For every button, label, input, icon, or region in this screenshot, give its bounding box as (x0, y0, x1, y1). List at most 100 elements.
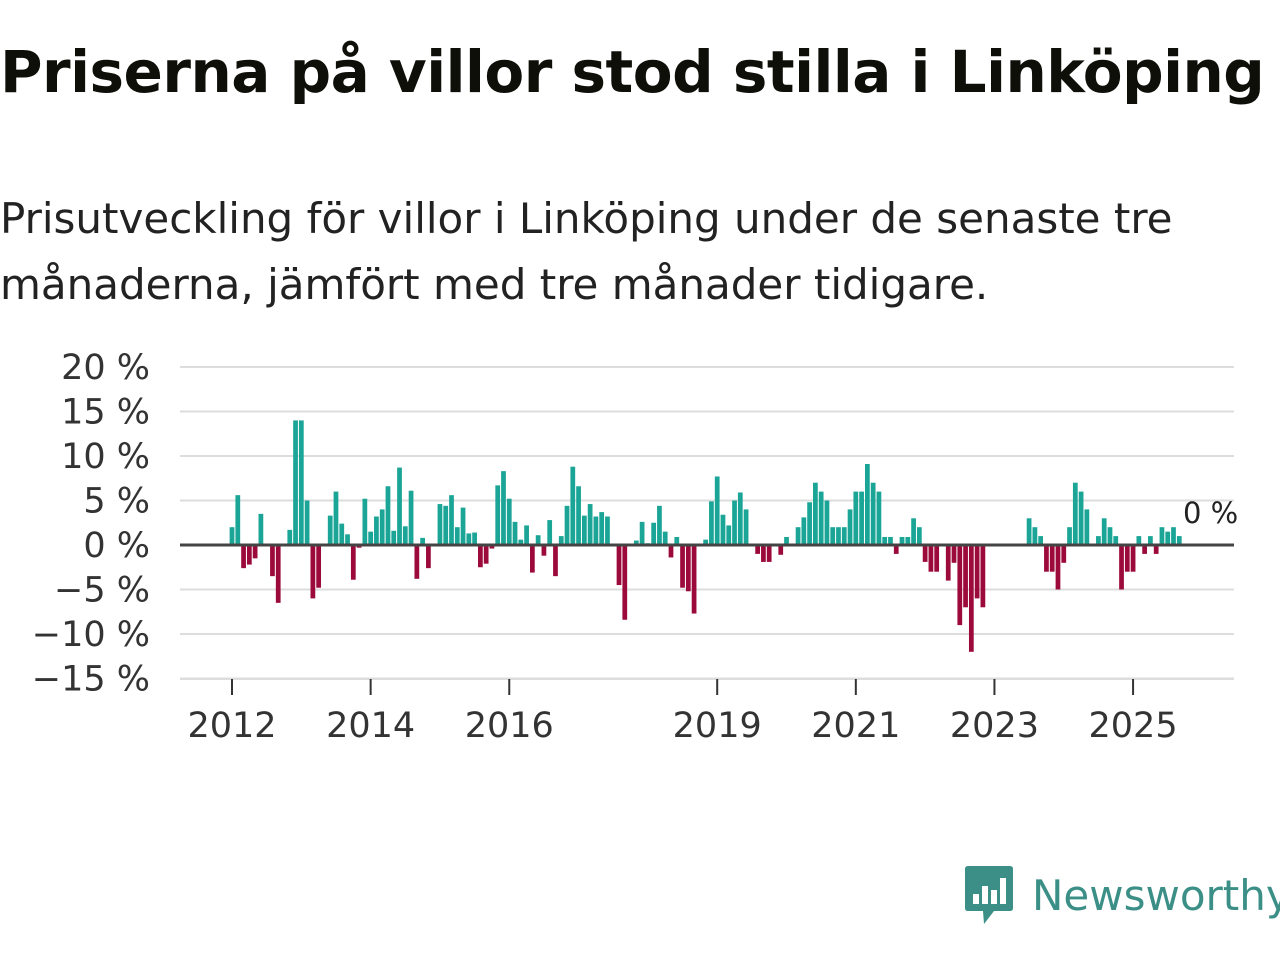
x-tick-label: 2019 (673, 706, 762, 746)
bar (911, 518, 916, 545)
bar (714, 476, 720, 545)
bar (333, 491, 339, 545)
bar (755, 545, 760, 554)
bar (622, 545, 628, 620)
bar (905, 536, 911, 545)
bar (397, 467, 402, 545)
y-tick-label: 0 % (83, 526, 150, 566)
bar (1096, 536, 1101, 545)
bar (732, 500, 737, 545)
bar (558, 536, 564, 545)
x-tick-label: 2021 (811, 706, 900, 746)
bar (402, 526, 408, 545)
bar (472, 532, 477, 545)
bar (605, 516, 610, 545)
bar (1165, 531, 1171, 545)
newsworthy-logo: Newsworthy (964, 864, 1280, 926)
bar (720, 514, 726, 545)
bar (1153, 545, 1159, 554)
bar (420, 537, 425, 545)
bar (310, 545, 316, 599)
bar (870, 482, 876, 545)
bar (830, 527, 836, 545)
bars (229, 420, 1182, 652)
bar (258, 513, 264, 545)
bar (530, 545, 535, 573)
bar (853, 491, 859, 545)
bar (703, 539, 709, 545)
bar (1136, 536, 1142, 545)
bar (293, 420, 298, 545)
bar (737, 492, 743, 545)
bar (495, 485, 501, 545)
y-tick-label: 5 % (83, 482, 150, 522)
bar (674, 536, 680, 545)
bar (599, 512, 605, 545)
bar (570, 466, 576, 545)
bar (980, 545, 986, 608)
bar (778, 545, 784, 555)
bar (1078, 491, 1084, 545)
bar (483, 545, 489, 564)
bar (553, 545, 558, 577)
bar (443, 505, 449, 545)
x-tick-label: 2016 (465, 706, 554, 746)
bar (524, 525, 529, 545)
y-tick-label: 15 % (61, 393, 150, 433)
bar (252, 545, 258, 559)
bar (1101, 518, 1107, 545)
bar (1038, 536, 1044, 545)
bar (1130, 545, 1136, 572)
bar (1032, 527, 1038, 545)
bar (1049, 545, 1055, 572)
bar (888, 536, 893, 545)
bar (466, 533, 472, 545)
bar (865, 464, 870, 545)
bar (229, 527, 235, 545)
bar (1148, 536, 1153, 545)
x-tick-label: 2023 (950, 706, 1039, 746)
bar (784, 536, 789, 545)
chart-title: Priserna på villor stod stilla i Linköpi… (0, 38, 1265, 106)
bar (616, 545, 622, 586)
bar (385, 486, 391, 545)
bar (639, 521, 645, 545)
bar (934, 545, 940, 572)
bar (362, 498, 368, 545)
bar (633, 540, 639, 545)
bar (1119, 545, 1124, 590)
bar (1113, 536, 1119, 545)
bar (541, 545, 547, 556)
bar (968, 545, 974, 652)
bar (1072, 482, 1078, 545)
bar (275, 545, 281, 603)
x-tick-label: 2014 (326, 706, 415, 746)
bar (824, 500, 830, 545)
bar (668, 545, 674, 558)
bar (1107, 527, 1113, 545)
chart-subtitle: Prisutveckling för villor i Linköping un… (0, 194, 1173, 309)
bar (691, 545, 697, 614)
y-tick-label: 20 % (61, 348, 150, 388)
bar (657, 505, 662, 545)
bar (327, 515, 333, 545)
bar (506, 498, 512, 545)
bar (581, 515, 587, 545)
bar (951, 545, 957, 563)
bar (957, 545, 963, 626)
bar (928, 545, 934, 572)
y-axis-labels: 20 % 15 %10 % 5 %0 % −5 %−10 % −15 % (32, 348, 150, 700)
bar (379, 509, 385, 545)
bar (766, 545, 772, 562)
bar (270, 545, 275, 577)
bar (899, 536, 905, 545)
bar (454, 527, 460, 545)
bar (974, 545, 980, 599)
bar (726, 525, 732, 545)
bar (662, 531, 668, 545)
bar (680, 545, 685, 588)
bar (945, 545, 951, 581)
bar (1067, 527, 1072, 545)
last-value-label: 0 % (1183, 496, 1238, 530)
bar (761, 545, 766, 562)
